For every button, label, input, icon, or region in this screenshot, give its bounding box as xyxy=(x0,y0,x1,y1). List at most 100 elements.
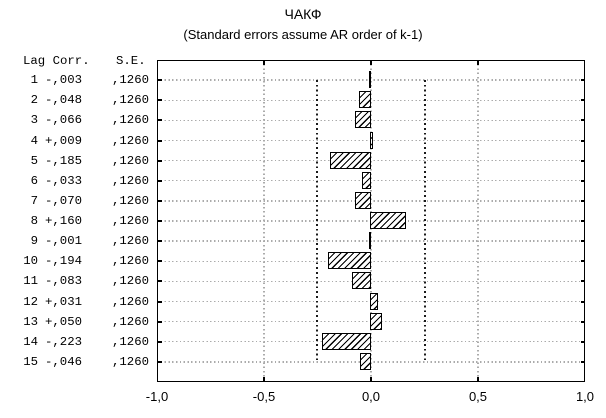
right-axis-tick xyxy=(580,280,585,283)
bottom-axis-tick xyxy=(370,377,372,382)
x-gridline xyxy=(477,60,479,382)
lag-cell: 13 xyxy=(23,314,38,329)
pacf-bar xyxy=(329,151,372,169)
pacf-bar xyxy=(369,232,372,250)
lag-table-row: 9 -,001 ,1260 xyxy=(23,231,153,251)
lag-cell: 7 xyxy=(30,193,38,208)
se-cell: ,1260 xyxy=(112,334,149,349)
bottom-axis-tick xyxy=(263,377,265,382)
pacf-bar xyxy=(369,212,406,229)
x-axis-tick-label: -1,0 xyxy=(145,389,169,404)
table-header-lag-corr: Lag Corr. xyxy=(23,51,90,71)
corr-cell: +,050 xyxy=(45,314,82,329)
pacf-bar xyxy=(369,312,383,330)
x-axis-tick-label: 1,0 xyxy=(575,389,595,404)
se-cell: ,1260 xyxy=(112,314,149,329)
lag-table-row: 11 -,083 ,1260 xyxy=(23,271,153,291)
pacf-bar xyxy=(369,292,379,310)
lag-table-row: 14 -,223 ,1260 xyxy=(23,332,153,352)
left-axis-tick xyxy=(157,320,162,323)
lag-table-row: 3 -,066 ,1260 xyxy=(23,110,153,130)
se-cell: ,1260 xyxy=(112,193,149,208)
header-corr: Corr. xyxy=(52,54,90,68)
se-cell: ,1260 xyxy=(112,153,149,168)
top-axis-tick xyxy=(370,60,372,65)
se-cell: ,1260 xyxy=(112,294,149,309)
right-axis-tick xyxy=(580,260,585,263)
left-axis-tick xyxy=(157,139,162,142)
top-axis-tick xyxy=(477,60,479,65)
se-cell: ,1260 xyxy=(112,234,149,249)
right-axis-tick xyxy=(580,139,585,142)
lag-cell: 3 xyxy=(30,113,38,128)
lag-table-row: 4 +,009 ,1260 xyxy=(23,131,153,151)
pacf-bar xyxy=(359,91,372,109)
pacf-bar xyxy=(359,352,372,370)
lag-cell: 15 xyxy=(23,354,38,369)
lag-cell: 14 xyxy=(23,334,38,349)
left-axis-tick xyxy=(157,300,162,303)
plot-area xyxy=(157,60,585,382)
se-cell: ,1260 xyxy=(112,133,149,148)
corr-cell: -,046 xyxy=(45,354,82,369)
pacf-bar xyxy=(362,171,372,189)
se-cell: ,1260 xyxy=(112,93,149,108)
corr-cell: -,048 xyxy=(45,93,82,108)
corr-cell: -,003 xyxy=(45,73,82,88)
lag-table-row: 1 -,003 ,1260 xyxy=(23,70,153,90)
left-axis-tick xyxy=(157,119,162,122)
x-axis-tick-label: 0,0 xyxy=(361,389,381,404)
left-axis-tick xyxy=(157,179,162,182)
se-cell: ,1260 xyxy=(112,214,149,228)
lag-cell: 11 xyxy=(23,274,38,289)
corr-cell: -,194 xyxy=(45,254,82,269)
chart-title: ЧАКФ xyxy=(284,6,322,22)
corr-cell: +,031 xyxy=(45,294,82,309)
corr-cell: -,066 xyxy=(45,113,82,128)
lag-cell: 2 xyxy=(30,93,38,108)
se-cell: ,1260 xyxy=(112,254,149,269)
pacf-bar xyxy=(354,191,372,209)
lag-cell: 4 xyxy=(30,133,38,148)
left-axis-tick xyxy=(157,199,162,202)
left-axis-tick xyxy=(157,360,162,363)
right-axis-tick xyxy=(580,360,585,363)
x-axis-tick-label: -0,5 xyxy=(252,389,276,404)
right-axis-tick xyxy=(580,220,585,222)
pacf-bar xyxy=(321,332,372,350)
lag-table-row: 13 +,050 ,1260 xyxy=(23,312,153,332)
chart-subtitle: (Standard errors assume AR order of k-1) xyxy=(183,27,423,42)
table-header-se: S.E. xyxy=(116,54,146,68)
right-axis-tick xyxy=(580,199,585,202)
confidence-limit-line xyxy=(424,80,426,362)
bottom-axis-tick xyxy=(477,377,479,382)
lag-table-row: 7 -,070 ,1260 xyxy=(23,191,153,211)
lag-cell: 5 xyxy=(30,153,38,168)
lag-table-row: 5 -,185 ,1260 xyxy=(23,151,153,171)
corr-cell: +,009 xyxy=(45,133,82,148)
lag-table-row: 2 -,048 ,1260 xyxy=(23,90,153,110)
right-axis-tick xyxy=(580,320,585,323)
right-axis-tick xyxy=(580,79,585,82)
se-cell: ,1260 xyxy=(112,173,149,188)
se-cell: ,1260 xyxy=(112,274,149,289)
corr-cell: -,185 xyxy=(45,153,82,168)
lag-cell: 6 xyxy=(30,173,38,188)
lag-table-row: 15 -,046 ,1260 xyxy=(23,352,153,372)
left-axis-tick xyxy=(157,99,162,102)
left-axis-tick xyxy=(157,79,162,82)
se-cell: ,1260 xyxy=(112,73,149,88)
lag-cell: 9 xyxy=(30,234,38,249)
corr-cell: -,001 xyxy=(45,234,82,249)
right-axis-tick xyxy=(580,240,585,243)
lag-cell: 12 xyxy=(23,294,38,309)
corr-cell: -,033 xyxy=(45,173,82,188)
lag-cell: 1 xyxy=(30,73,38,88)
left-axis-tick xyxy=(157,220,162,222)
pacf-bar xyxy=(368,71,372,89)
header-lag: Lag xyxy=(23,54,46,68)
plot-frame xyxy=(157,60,585,382)
left-axis-tick xyxy=(157,240,162,243)
corr-cell: -,070 xyxy=(45,193,82,208)
